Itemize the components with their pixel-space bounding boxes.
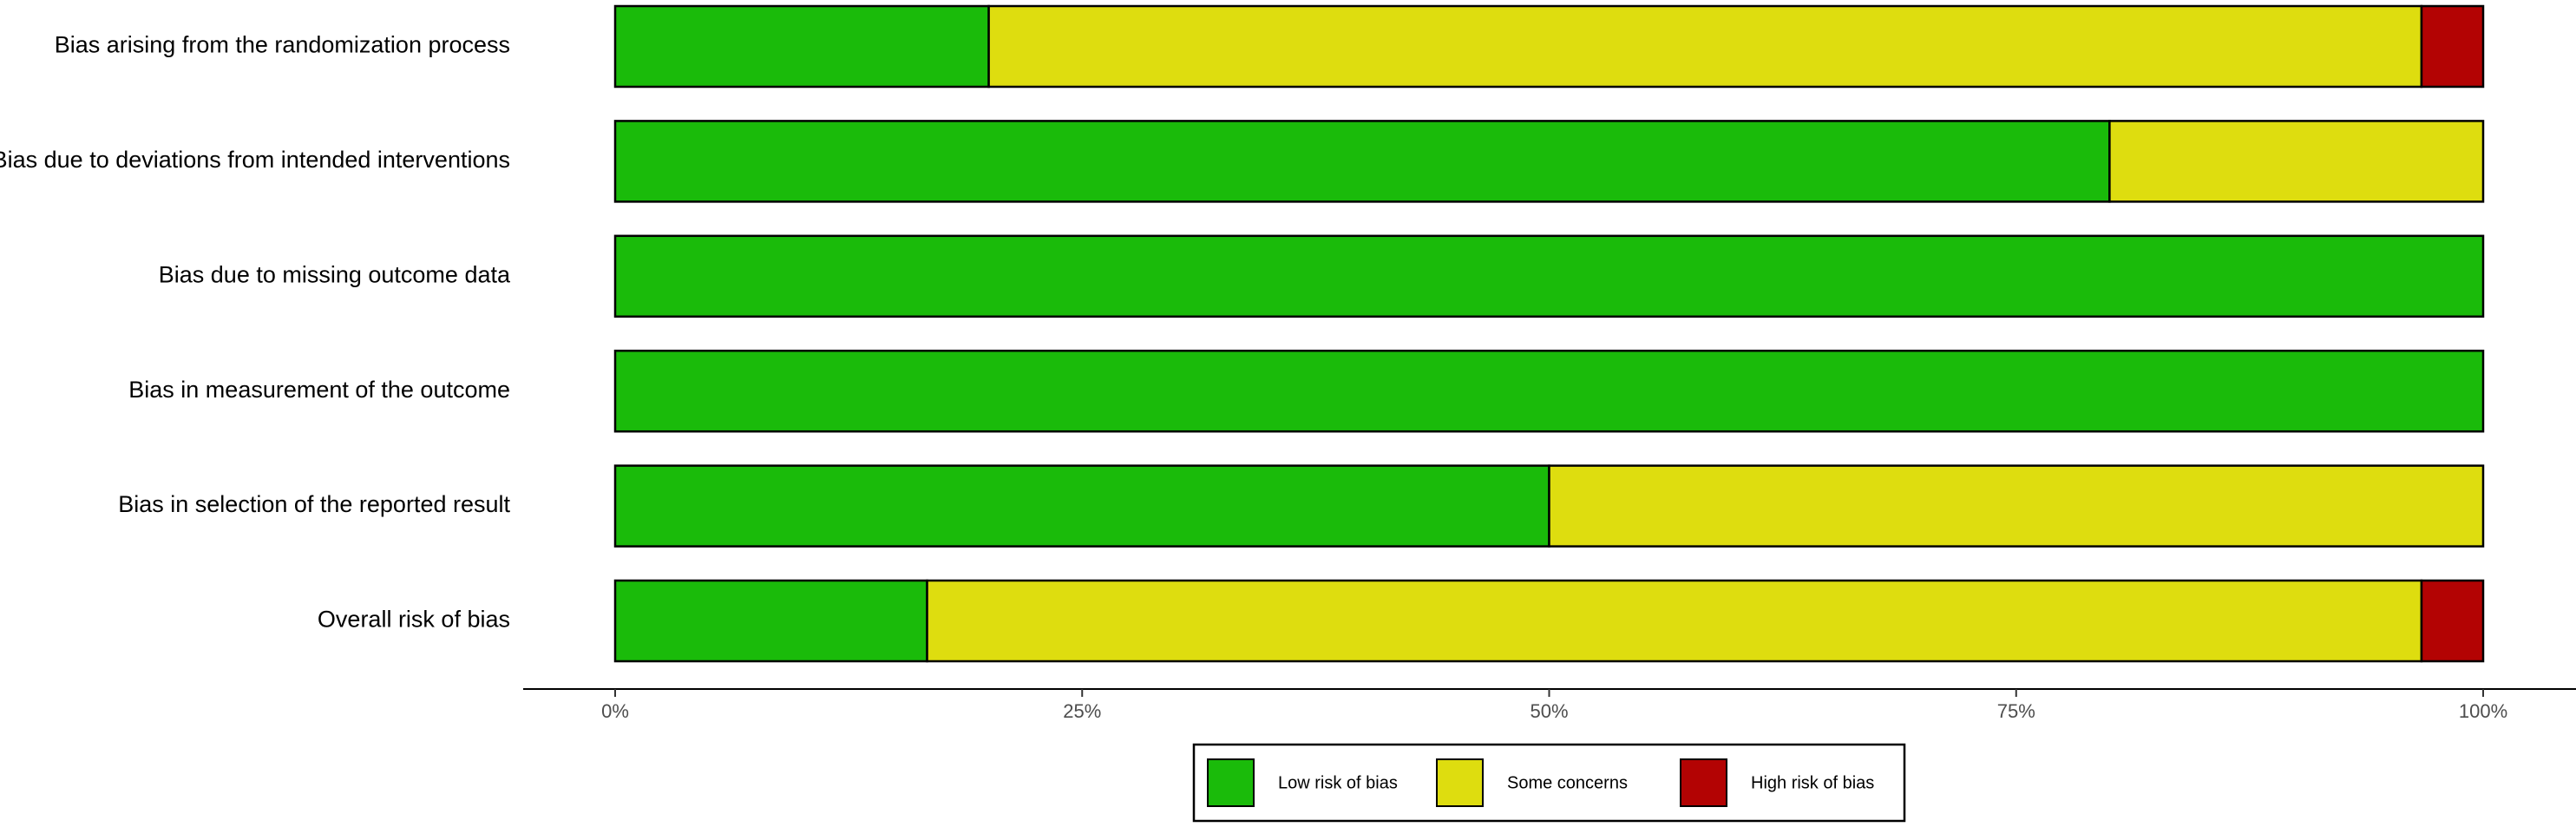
bar-segment-low-risk-of-bias-row-5 — [613, 464, 1550, 548]
x-tick-label-1: 0% — [601, 700, 629, 722]
x-axis-ticks: 0% 25% 50% 75% 100% — [601, 689, 2507, 722]
bar-segment-high-risk-of-bias-row-6 — [2420, 579, 2485, 663]
legend-label-high-risk-of-bias: High risk of bias — [1751, 773, 1874, 792]
legend-label-low-risk-of-bias: Low risk of bias — [1278, 773, 1398, 792]
bar-segment-low-risk-of-bias-row-1 — [613, 4, 990, 89]
legend: Low risk of bias Some concerns High risk o… — [1192, 743, 1906, 823]
bar-segment-low-risk-of-bias-row-3 — [613, 234, 2485, 318]
legend-swatch-high-risk-of-bias — [1680, 758, 1727, 807]
category-label-4: Bias in measurement of the outcome — [128, 377, 510, 403]
category-labels: Bias arising from the randomization proc… — [0, 32, 511, 633]
x-tick-label-3: 50% — [1530, 700, 1568, 722]
bar-segment-some-concerns-row-6 — [926, 579, 2423, 663]
bar-segment-low-risk-of-bias-row-2 — [613, 120, 2111, 203]
legend-swatch-low-risk-of-bias — [1207, 758, 1255, 807]
bar-segment-high-risk-of-bias-row-1 — [2420, 4, 2485, 89]
category-label-1: Bias arising from the randomization proc… — [55, 32, 510, 58]
bar-segment-some-concerns-row-5 — [1548, 464, 2485, 548]
category-label-6: Overall risk of bias — [318, 607, 510, 633]
category-label-2: Bias due to deviations from intended int… — [0, 147, 510, 173]
bar-segment-some-concerns-row-2 — [2108, 120, 2485, 203]
x-tick-label-4: 75% — [1997, 700, 2035, 722]
bar-segment-some-concerns-row-1 — [987, 4, 2423, 89]
category-label-3: Bias due to missing outcome data — [159, 261, 511, 287]
bars-layer — [613, 4, 2485, 663]
legend-label-some-concerns: Some concerns — [1507, 773, 1628, 792]
bar-segment-low-risk-of-bias-row-6 — [613, 579, 928, 663]
x-tick-label-5: 100% — [2459, 700, 2507, 722]
legend-swatch-some-concerns — [1436, 758, 1484, 807]
category-label-5: Bias in selection of the reported result — [118, 491, 510, 517]
bar-segment-low-risk-of-bias-row-4 — [613, 349, 2485, 433]
legend-box — [1192, 743, 1906, 823]
x-tick-label-2: 25% — [1063, 700, 1101, 722]
